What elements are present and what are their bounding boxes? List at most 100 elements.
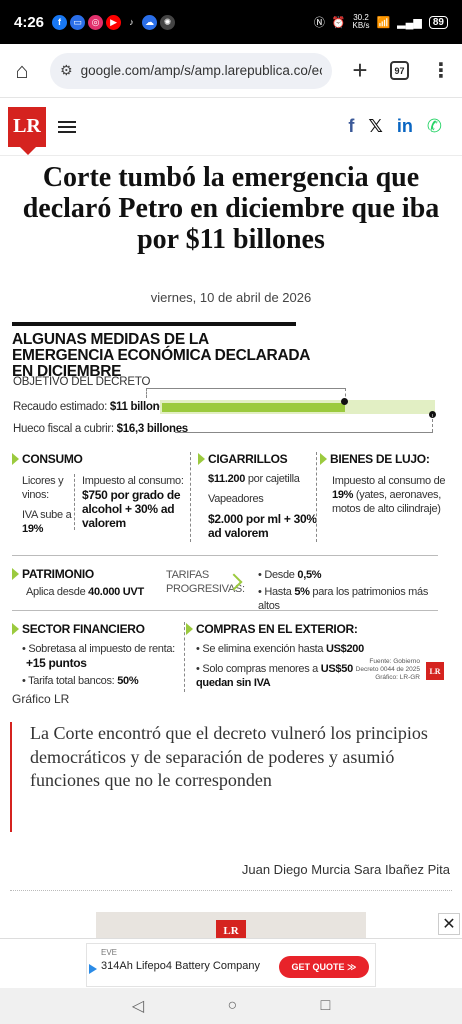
tarifa-hasta: • Hasta 5% para los patrimonios más alto…	[258, 586, 429, 612]
status-bar: 4:26 f ▭ ◎ ▶ ♪ ☁ ✺ Ⓝ ⏰ 30.2 KB/s 📶 ▂▄▆ 89	[0, 0, 462, 44]
article-headline: Corte tumbó la emergencia que declaró Pe…	[22, 162, 440, 255]
browser-toolbar: ⌂ ⚙ google.com/amp/s/amp.larepublica.co/…	[0, 44, 462, 98]
messages-icon: ▭	[70, 14, 86, 30]
pull-quote-text: La Corte encontró que el decreto vulneró…	[30, 723, 428, 790]
infographic-logo: LR	[426, 662, 444, 680]
linkedin-share-icon[interactable]: in	[396, 116, 413, 136]
infographic: ALGUNAS MEDIDAS DE LA EMERGENCIA ECONÓMI…	[10, 322, 452, 700]
home-icon[interactable]: ⌂	[15, 57, 29, 83]
cloud-icon: ☁	[142, 14, 158, 30]
recents-icon[interactable]: □	[320, 997, 331, 1014]
image-logo: LR	[216, 920, 246, 942]
infographic-title: ALGUNAS MEDIDAS DE LA EMERGENCIA ECONÓMI…	[12, 331, 310, 380]
green-arrow-icon	[12, 568, 19, 580]
tarifas-label: TARIFAS PROGRESIVAS:	[166, 569, 245, 595]
lujo-heading: BIENES DE LUJO:	[320, 452, 430, 466]
row-divider-2	[12, 610, 438, 611]
system-nav-bar: ◁ ○ □	[0, 988, 462, 1024]
ad-choices-icon[interactable]	[89, 964, 97, 974]
col-divider-1	[190, 452, 191, 542]
article-image: LR	[96, 912, 366, 942]
bar1-marker-line	[345, 388, 346, 402]
col-divider-3	[184, 622, 185, 692]
consumo-heading: CONSUMO	[12, 452, 83, 466]
url-text: google.com/amp/s/amp.larepublica.co/econ	[80, 63, 322, 78]
consumo-divider	[74, 474, 75, 530]
chatgpt-icon: ✺	[160, 14, 176, 30]
ad-content[interactable]: EVE 314Ah Lifepo4 Battery Company GET QU…	[86, 943, 376, 987]
network-speed: 30.2 KB/s	[352, 13, 370, 30]
status-time: 4:26	[14, 13, 45, 31]
back-icon[interactable]: ◁	[131, 998, 145, 1015]
bar1-bracket-left	[146, 388, 147, 398]
x-share-icon[interactable]: 𝕏	[368, 116, 383, 136]
facebook-share-icon[interactable]: f	[348, 116, 355, 136]
consumo-right-value: $750 por grado de alcohol + 30% ad valor…	[82, 488, 181, 530]
article-authors[interactable]: Juan Diego Murcia Sara Ibañez Pita	[241, 862, 450, 877]
graphic-credit: Gráfico LR	[12, 692, 70, 706]
cigarrillos-price: $11.200 por cajetilla	[208, 473, 300, 485]
facebook-icon: f	[52, 14, 68, 30]
bar1-bracket	[146, 388, 346, 389]
bar1-dot	[341, 398, 348, 405]
tab-switcher-button[interactable]: 97	[390, 61, 409, 80]
bar2-marker-line	[432, 414, 433, 432]
home-nav-icon[interactable]: ○	[227, 997, 238, 1014]
bar1-label: Recaudo estimado: $11 billones	[13, 401, 172, 413]
ad-text: 314Ah Lifepo4 Battery Company	[101, 960, 260, 972]
battery-indicator: 89	[428, 15, 448, 29]
patrimonio-sub: Aplica desde 40.000 UVT	[26, 586, 144, 598]
consumo-right-label: Impuesto al consumo:	[82, 475, 184, 487]
bar2-bracket	[175, 432, 433, 433]
financiero-heading: SECTOR FINANCIERO	[12, 622, 145, 636]
green-arrow-icon	[186, 623, 193, 635]
address-bar[interactable]: ⚙ google.com/amp/s/amp.larepublica.co/ec…	[50, 52, 332, 89]
col-divider-2	[316, 452, 317, 542]
article-date: viernes, 10 de abril de 2026	[150, 290, 312, 305]
new-tab-icon[interactable]: +	[352, 55, 368, 85]
bar2-label: Hueco fiscal a cubrir: $16,3 billones	[13, 423, 188, 435]
financiero-line2: • Tarifa total bancos: 50%	[22, 675, 139, 687]
financiero-line1: • Sobretasa al impuesto de renta:	[22, 643, 175, 655]
hamburger-menu-icon[interactable]	[58, 120, 76, 133]
vape-value: $2.000 por ml + 30% ad valorem	[208, 512, 317, 540]
green-arrow-icon	[12, 453, 19, 465]
patrimonio-heading: PATRIMONIO	[12, 567, 94, 581]
wifi-icon: 📶	[376, 16, 391, 29]
revenue-bar	[162, 403, 345, 412]
ad-banner[interactable]: ✕ EVE 314Ah Lifepo4 Battery Company GET …	[0, 913, 462, 988]
tiktok-icon: ♪	[124, 14, 140, 30]
separator	[10, 890, 452, 891]
nfc-icon: Ⓝ	[313, 17, 325, 29]
site-logo[interactable]: LR	[8, 106, 46, 155]
row-divider-1	[12, 555, 438, 556]
consumo-iva: IVA sube a 19%	[22, 509, 72, 535]
site-settings-icon[interactable]: ⚙	[60, 62, 73, 78]
status-right: Ⓝ ⏰ 30.2 KB/s 📶 ▂▄▆ 89	[314, 14, 448, 30]
tarifa-desde: • Desde 0,5%	[258, 569, 322, 581]
get-quote-button[interactable]: GET QUOTE ≫	[279, 956, 369, 978]
green-arrow-icon	[320, 453, 327, 465]
whatsapp-share-icon[interactable]: ✆	[426, 116, 442, 136]
consumo-left: Licores y vinos:	[22, 475, 64, 501]
alarm-icon: ⏰	[331, 16, 346, 29]
more-menu-icon[interactable]: ⋮	[431, 60, 451, 82]
instagram-icon: ◎	[88, 14, 104, 30]
lujo-text: Impuesto al consumo de 19% (yates, aeron…	[332, 475, 446, 515]
close-icon[interactable]: ✕	[438, 913, 460, 935]
vape-label: Vapeadores	[208, 493, 264, 505]
cigarrillos-heading: CIGARRILLOS	[198, 452, 288, 466]
exterior-line1: • Se elimina exención hasta US$200	[196, 643, 364, 655]
signal-icon: ▂▄▆	[397, 16, 422, 29]
exterior-line2: • Solo compras menores a US$50 quedan si…	[196, 663, 353, 689]
exterior-heading: COMPRAS EN EL EXTERIOR:	[186, 622, 358, 636]
objective-label: OBJETIVO DEL DECRETO	[13, 376, 151, 388]
green-arrow-icon	[198, 453, 205, 465]
financiero-line1-value: +15 puntos	[26, 656, 87, 670]
youtube-icon: ▶	[106, 14, 122, 30]
infographic-top-rule	[12, 322, 296, 326]
green-arrow-icon	[12, 623, 19, 635]
